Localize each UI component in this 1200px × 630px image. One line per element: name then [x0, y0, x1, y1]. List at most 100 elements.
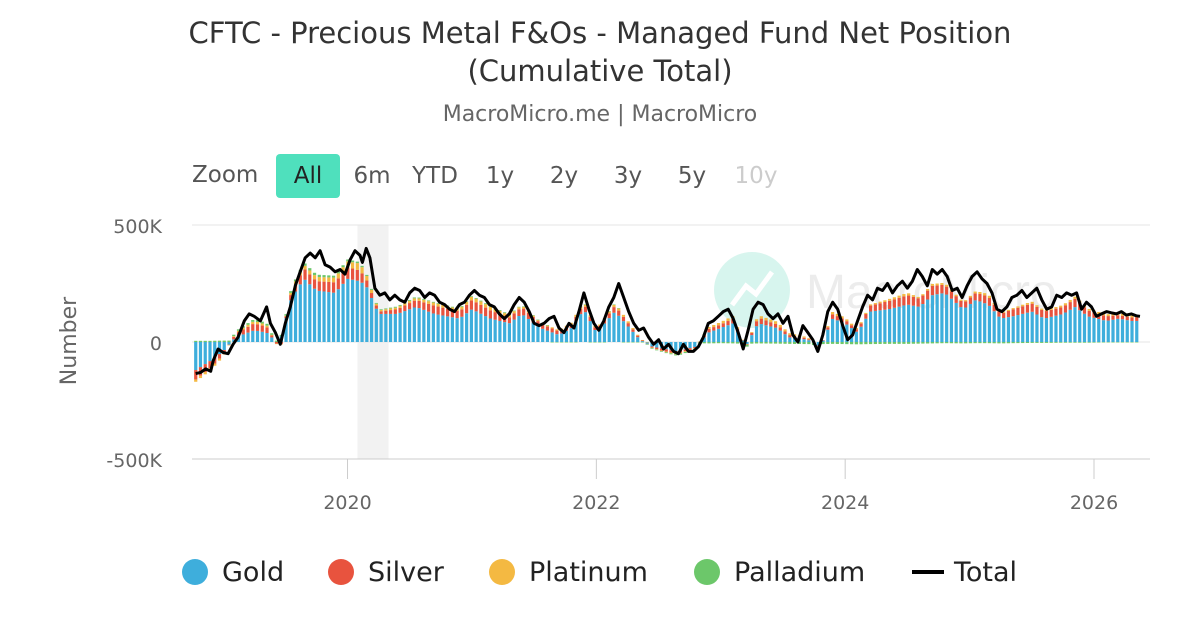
bar-platinum [621, 314, 626, 317]
bar-silver [379, 311, 383, 314]
bar-platinum [355, 263, 359, 270]
bar-gold [550, 332, 554, 342]
bar-platinum [393, 307, 397, 310]
bar-silver [707, 328, 711, 333]
bar-silver [769, 322, 773, 327]
bar-silver [859, 323, 863, 327]
bar-silver [631, 329, 635, 332]
bar-silver [640, 340, 645, 342]
bar-gold [569, 328, 573, 342]
total-line [195, 246, 1141, 376]
bar-silver [341, 272, 345, 284]
bar-platinum [503, 313, 507, 316]
bar-silver [788, 335, 792, 338]
bar-palladium [678, 353, 683, 355]
bar-silver [408, 303, 412, 310]
bar-palladium [203, 340, 207, 342]
bar-platinum [778, 324, 782, 328]
bar-platinum [260, 323, 264, 326]
bar-palladium [331, 275, 336, 278]
bar-gold [617, 315, 621, 342]
bar-palladium [626, 342, 630, 343]
bar-gold [892, 307, 896, 342]
bar-palladium [940, 342, 944, 344]
bar-platinum [1097, 311, 1101, 314]
zoom-button-ytd[interactable]: YTD [412, 163, 458, 189]
bar-platinum [517, 307, 521, 310]
bar-platinum [664, 351, 668, 353]
bar-gold [574, 321, 578, 342]
zoom-button-2y[interactable]: 2y [549, 163, 579, 189]
zoom-button-all[interactable]: All [276, 154, 340, 198]
legend-item-palladium[interactable]: Palladium [694, 552, 865, 592]
bar-palladium [270, 333, 274, 335]
bar-platinum [251, 321, 255, 325]
legend-item-gold[interactable]: Gold [182, 552, 284, 592]
bar-gold [213, 342, 217, 358]
bar-gold [379, 313, 383, 342]
bar-platinum [921, 294, 925, 296]
bar-platinum [754, 319, 759, 322]
bar-gold [702, 337, 706, 342]
bar-palladium [417, 297, 421, 299]
bar-palladium [655, 349, 659, 351]
bar-gold [427, 311, 431, 342]
bar-palladium [574, 342, 578, 343]
bar-silver [864, 314, 868, 319]
bar-gold [997, 316, 1001, 342]
bar-platinum [916, 296, 920, 299]
bar-gold [612, 312, 616, 342]
bar-gold [203, 342, 207, 365]
bar-silver [883, 302, 887, 310]
bar-gold [916, 306, 920, 342]
bar-gold [1111, 319, 1115, 342]
bar-silver [926, 290, 930, 300]
bar-platinum [417, 298, 421, 301]
bar-palladium [1068, 342, 1072, 343]
bar-silver [593, 327, 597, 331]
bar-palladium [536, 319, 540, 321]
bar-platinum [945, 284, 949, 287]
bar-palladium [1073, 342, 1077, 343]
bar-silver [878, 303, 882, 311]
bar-palladium [222, 340, 226, 342]
y-tick-label: -500K [106, 450, 162, 472]
bar-palladium [503, 312, 507, 314]
bar-platinum [1025, 303, 1030, 305]
bar-silver [959, 300, 963, 308]
bar-platinum [740, 339, 744, 341]
bar-gold [769, 326, 773, 342]
bar-gold [403, 311, 407, 342]
bar-palladium [964, 342, 968, 344]
bar-gold [735, 331, 740, 342]
bar-gold [788, 337, 792, 342]
bar-platinum [959, 299, 963, 301]
bar-palladium [593, 342, 597, 343]
bar-platinum [531, 315, 535, 317]
bar-platinum [721, 320, 725, 324]
bar-palladium [1130, 342, 1134, 343]
axes: 500K 0 -500K 2020 2022 2024 2026 [106, 216, 1150, 514]
bar-platinum [1035, 305, 1039, 307]
zoom-button-3y[interactable]: 3y [613, 163, 643, 189]
zoom-button-1y[interactable]: 1y [485, 163, 515, 189]
bar-platinum [1111, 313, 1115, 316]
legend-item-platinum[interactable]: Platinum [489, 552, 648, 592]
bar-platinum [978, 291, 982, 295]
bar-gold [840, 322, 844, 342]
bar-platinum [773, 321, 778, 325]
bar-silver [474, 302, 478, 312]
zoom-button-5y[interactable]: 5y [677, 163, 707, 189]
legend-item-silver[interactable]: Silver [328, 552, 444, 592]
bar-palladium [517, 306, 521, 308]
bar-gold [1016, 315, 1020, 342]
bar-palladium [393, 306, 397, 308]
bar-palladium [602, 342, 607, 343]
legend-item-total[interactable]: Total [912, 552, 1017, 592]
bar-silver [949, 291, 954, 299]
zoom-button-10y[interactable]: 10y [734, 163, 778, 189]
bar-gold [1092, 317, 1096, 342]
bar-gold [270, 337, 274, 342]
bar-silver [907, 295, 911, 305]
zoom-button-6m[interactable]: 6m [353, 163, 391, 189]
